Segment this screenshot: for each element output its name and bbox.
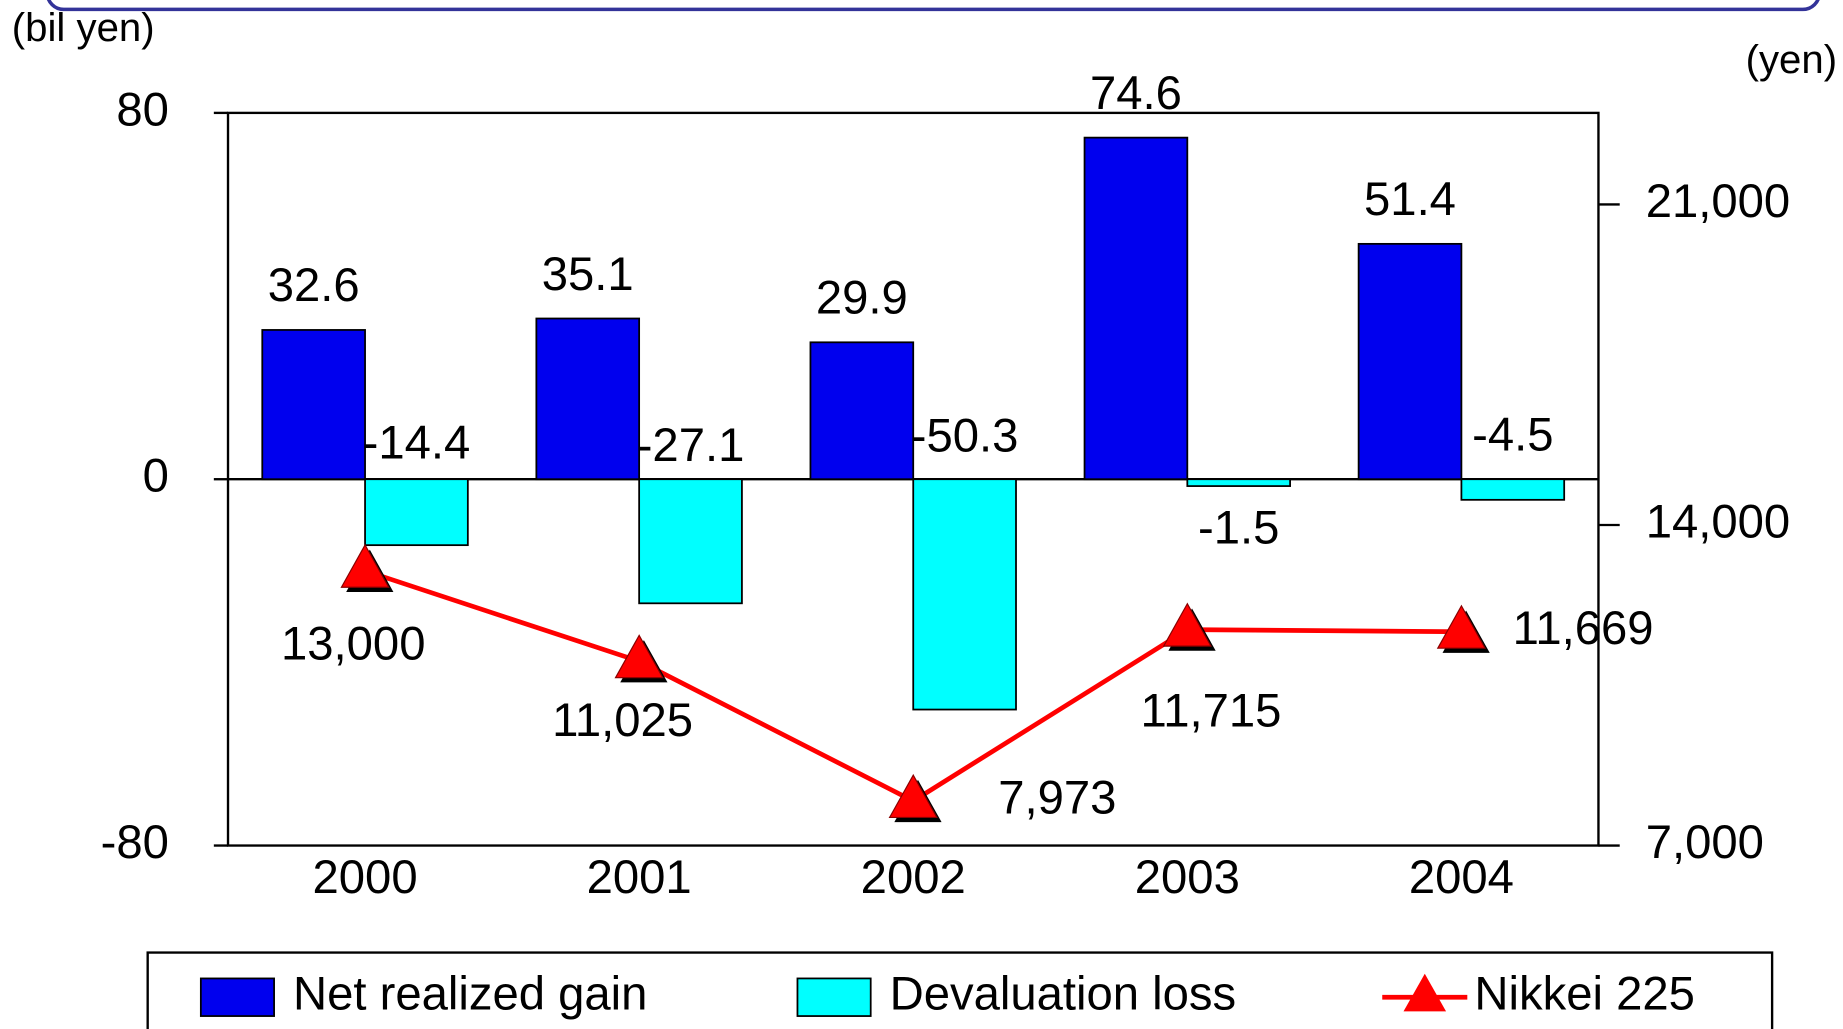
header-banner <box>46 0 1820 12</box>
bar <box>535 317 641 481</box>
data-label: 35.1 <box>542 247 634 300</box>
legend-label: Nikkei 225 <box>1474 967 1695 1020</box>
legend-swatch <box>199 977 275 1017</box>
legend-label: Devaluation loss <box>890 967 1237 1020</box>
data-label: -50.3 <box>911 409 1019 462</box>
legend-marker <box>1403 973 1447 1012</box>
data-label: -4.5 <box>1472 408 1553 461</box>
bar <box>1083 136 1189 481</box>
legend <box>146 951 1774 1029</box>
data-label: 11,715 <box>1140 684 1281 737</box>
x-tick-label: 2001 <box>587 850 692 903</box>
x-tick-label: 2000 <box>313 850 418 903</box>
data-label: -27.1 <box>637 418 745 471</box>
marker <box>340 543 390 588</box>
bar <box>261 329 366 481</box>
data-label: 11,669 <box>1513 601 1654 654</box>
bar <box>1186 478 1291 487</box>
data-label: 32.6 <box>268 258 360 311</box>
x-tick-label: 2003 <box>1135 850 1240 903</box>
x-tick-label: 2004 <box>1409 850 1514 903</box>
y-tick-label: -80 <box>101 815 169 868</box>
data-label: 7,973 <box>998 771 1116 824</box>
data-label: 11,025 <box>552 693 693 746</box>
data-label: 13,000 <box>281 617 425 670</box>
y2-tick-label: 7,000 <box>1646 815 1764 868</box>
bar <box>1460 478 1566 501</box>
marker <box>888 773 938 819</box>
legend-swatch <box>796 977 872 1017</box>
y2-tick-label: 14,000 <box>1646 495 1790 548</box>
bar <box>912 478 1017 711</box>
y-tick-label: 80 <box>116 82 169 135</box>
marker <box>614 634 664 679</box>
marker <box>1436 604 1487 649</box>
marker <box>1162 602 1212 647</box>
bar <box>638 478 743 605</box>
data-label: -14.4 <box>363 416 471 469</box>
data-label: 29.9 <box>816 271 908 324</box>
y-tick-label: 0 <box>143 449 169 502</box>
y2-tick-label: 21,000 <box>1646 174 1790 227</box>
x-tick-label: 2002 <box>861 850 966 903</box>
bar <box>809 341 915 481</box>
y2-axis-label: (yen) <box>1746 38 1837 82</box>
bar <box>364 478 469 547</box>
data-label: 51.4 <box>1364 172 1456 225</box>
data-label: -1.5 <box>1198 500 1279 553</box>
data-label: 74.6 <box>1090 66 1182 119</box>
y-axis-label: (bil yen) <box>12 6 155 50</box>
bar <box>1357 242 1463 481</box>
legend-label: Net realized gain <box>293 967 647 1020</box>
